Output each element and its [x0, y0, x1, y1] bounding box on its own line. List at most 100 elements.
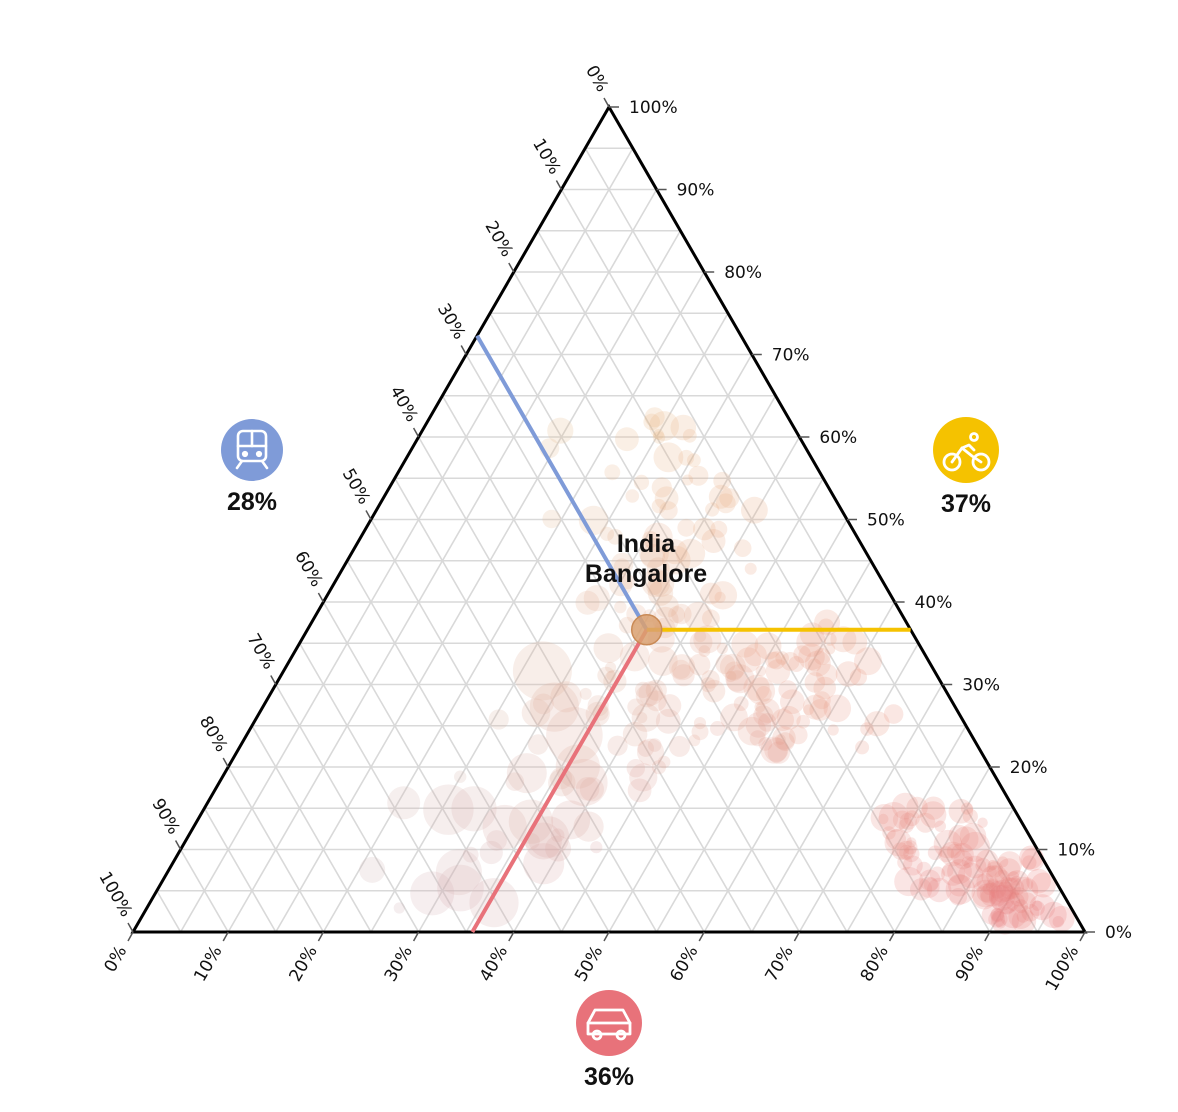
city-point[interactable] [533, 693, 554, 715]
city-point[interactable] [527, 734, 549, 755]
city-point[interactable] [607, 528, 624, 545]
city-point[interactable] [976, 883, 996, 903]
city-point[interactable] [1008, 904, 1034, 929]
city-point[interactable] [929, 866, 946, 882]
city-point[interactable] [998, 877, 1021, 900]
city-point[interactable] [653, 442, 684, 473]
city-point[interactable] [599, 526, 615, 542]
city-point[interactable] [959, 823, 987, 850]
city-point[interactable] [579, 777, 605, 802]
city-point[interactable] [629, 763, 658, 792]
city-point[interactable] [775, 732, 795, 752]
city-point[interactable] [989, 885, 1012, 908]
city-point[interactable] [693, 625, 722, 654]
city-point[interactable] [891, 842, 910, 860]
city-point[interactable] [1011, 875, 1022, 886]
city-point[interactable] [668, 606, 686, 624]
city-point[interactable] [693, 717, 707, 730]
city-point[interactable] [479, 840, 503, 865]
city-point[interactable] [648, 570, 675, 597]
city-point[interactable] [995, 881, 1016, 902]
city-point[interactable] [823, 694, 852, 723]
city-point[interactable] [1004, 870, 1030, 895]
city-point[interactable] [963, 855, 987, 879]
city-point[interactable] [991, 890, 1007, 906]
city-point[interactable] [891, 792, 919, 820]
city-point[interactable] [524, 822, 562, 860]
city-point[interactable] [641, 531, 660, 549]
city-point[interactable] [521, 698, 551, 728]
city-point[interactable] [451, 786, 497, 832]
city-point[interactable] [506, 753, 547, 794]
city-point[interactable] [1014, 899, 1028, 914]
city-point[interactable] [720, 703, 748, 732]
city-point[interactable] [919, 801, 947, 828]
city-point[interactable] [649, 411, 679, 441]
city-point[interactable] [658, 694, 682, 718]
city-point[interactable] [669, 654, 696, 681]
city-point[interactable] [669, 735, 690, 757]
city-point[interactable] [835, 661, 862, 687]
city-point[interactable] [604, 464, 621, 481]
city-point[interactable] [990, 907, 1004, 922]
city-point[interactable] [981, 905, 1002, 925]
city-point[interactable] [903, 840, 918, 855]
city-point[interactable] [393, 902, 405, 914]
city-point[interactable] [933, 829, 963, 859]
city-point[interactable] [583, 585, 610, 612]
city-point[interactable] [1029, 900, 1045, 916]
city-point[interactable] [906, 796, 928, 819]
city-point[interactable] [923, 877, 939, 892]
city-point[interactable] [776, 705, 801, 730]
city-point[interactable] [958, 862, 984, 889]
city-point[interactable] [710, 721, 725, 736]
highlight-point[interactable] [630, 614, 663, 646]
city-point[interactable] [780, 652, 800, 671]
city-point[interactable] [796, 714, 810, 729]
city-point[interactable] [651, 477, 672, 498]
city-point[interactable] [971, 879, 1000, 908]
city-point[interactable] [551, 800, 591, 840]
city-point[interactable] [387, 786, 421, 820]
city-point[interactable] [715, 654, 736, 675]
city-point[interactable] [802, 694, 828, 720]
city-point[interactable] [651, 760, 667, 775]
city-point[interactable] [948, 798, 974, 824]
city-point[interactable] [948, 824, 970, 847]
city-point[interactable] [726, 670, 748, 692]
city-point[interactable] [699, 582, 722, 605]
city-point[interactable] [647, 738, 662, 752]
city-point[interactable] [702, 679, 726, 703]
city-point[interactable] [606, 670, 617, 681]
city-point[interactable] [737, 716, 767, 746]
city-point[interactable] [647, 580, 674, 606]
city-point[interactable] [555, 744, 600, 789]
city-point[interactable] [990, 906, 1019, 935]
city-point[interactable] [625, 489, 640, 503]
city-point[interactable] [613, 558, 631, 575]
city-point[interactable] [1021, 903, 1040, 922]
city-point[interactable] [646, 557, 670, 581]
city-point[interactable] [986, 879, 1001, 894]
city-point[interactable] [796, 627, 826, 657]
city-point[interactable] [883, 704, 904, 724]
city-point[interactable] [940, 841, 965, 867]
city-point[interactable] [560, 758, 608, 807]
city-point[interactable] [724, 661, 744, 681]
city-point[interactable] [774, 734, 786, 745]
city-point[interactable] [1048, 905, 1075, 932]
city-point[interactable] [654, 486, 679, 511]
city-point[interactable] [994, 869, 1010, 886]
city-point[interactable] [529, 682, 580, 732]
city-point[interactable] [989, 884, 1015, 911]
city-point[interactable] [755, 698, 780, 723]
city-point[interactable] [607, 735, 628, 756]
city-point[interactable] [733, 539, 752, 557]
city-point[interactable] [798, 643, 825, 670]
city-point[interactable] [693, 517, 716, 541]
city-point[interactable] [985, 865, 997, 878]
city-point[interactable] [655, 708, 681, 734]
city-point[interactable] [454, 770, 467, 783]
city-point[interactable] [952, 826, 979, 853]
city-point[interactable] [979, 882, 1004, 907]
